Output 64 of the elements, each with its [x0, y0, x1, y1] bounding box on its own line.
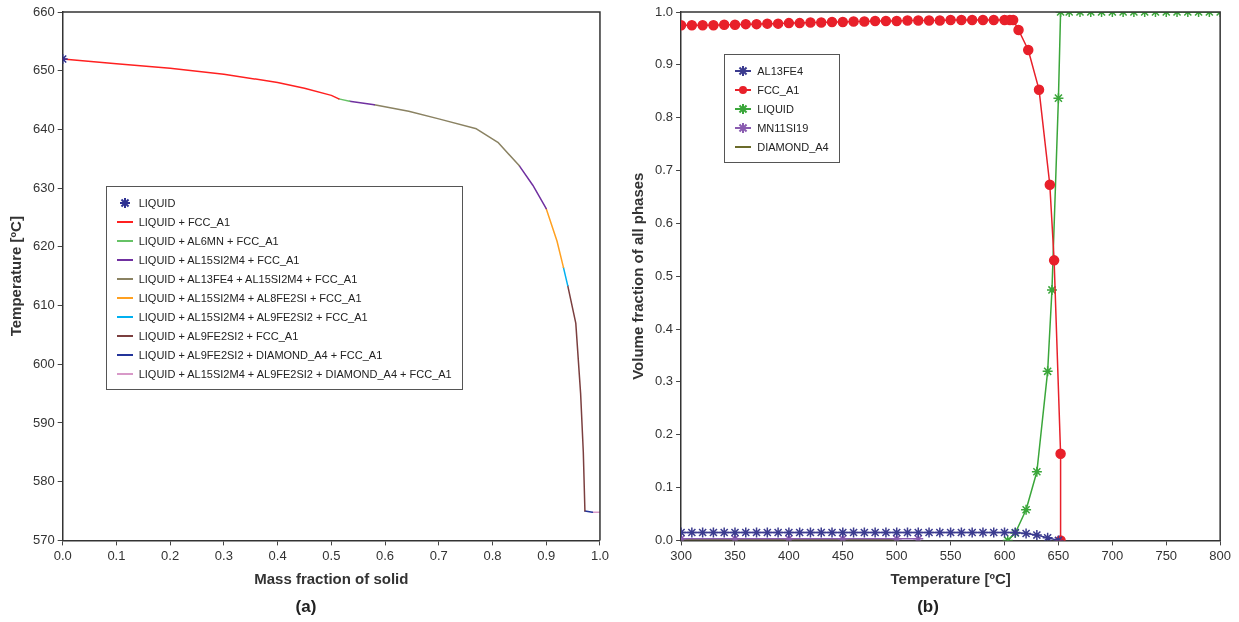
- x-tick-label: 1.0: [590, 547, 609, 563]
- y-axis-title: Temperature [ºC]: [7, 216, 25, 337]
- y-tick-label: 0.9: [654, 56, 674, 72]
- y-tick-label: 590: [32, 414, 55, 430]
- y-tick-label: 0.3: [654, 373, 674, 389]
- x-tick-label: 0.1: [107, 547, 126, 563]
- x-tick-label: 0.5: [322, 547, 341, 563]
- y-tick-label: 570: [32, 531, 55, 547]
- y-axis-title: Volume fraction of all phases: [629, 172, 647, 380]
- legend-label: LIQUID + AL13FE4 + AL15SI2M4 + FCC_A1: [138, 272, 358, 285]
- legend-label: LIQUID + FCC_A1: [138, 215, 231, 228]
- x-tick-label: 700: [1101, 547, 1124, 563]
- x-tick-label: 0.2: [161, 547, 180, 563]
- x-tick-label: 800: [1209, 547, 1232, 563]
- legend-label: LIQUID + AL6MN + FCC_A1: [138, 234, 279, 247]
- legend-label: LIQUID + AL9FE2SI2 + DIAMOND_A4 + FCC_A1: [138, 348, 383, 361]
- y-tick-label: 650: [32, 62, 55, 78]
- x-tick-label: 400: [778, 547, 800, 563]
- legend-label: LIQUID + AL15SI2M4 + AL8FE2SI + FCC_A1: [138, 291, 362, 304]
- y-tick-label: 0.6: [654, 214, 674, 230]
- x-axis-title: Temperature [ºC]: [890, 570, 1011, 588]
- y-tick-label: 630: [32, 179, 55, 195]
- legend-label: LIQUID + AL15SI2M4 + FCC_A1: [138, 253, 300, 266]
- legend-label: LIQUID + AL15SI2M4 + AL9FE2SI2 + FCC_A1: [138, 310, 368, 323]
- y-tick-label: 610: [32, 297, 55, 313]
- x-tick-label: 0.7: [429, 547, 448, 563]
- y-tick-label: 0.0: [654, 531, 674, 547]
- text: (a): [294, 597, 318, 617]
- x-tick-label: 350: [724, 547, 746, 563]
- x-tick-label: 0.8: [483, 547, 502, 563]
- x-tick-label: 300: [670, 547, 692, 563]
- legend-label: LIQUID: [138, 196, 176, 209]
- y-tick-label: 0.2: [654, 426, 674, 442]
- text: (b): [916, 597, 940, 617]
- y-tick-label: 0.4: [654, 320, 674, 336]
- y-tick-label: 620: [32, 238, 55, 254]
- x-tick-label: 500: [885, 547, 908, 563]
- legend-label: LIQUID + AL9FE2SI2 + FCC_A1: [138, 329, 299, 342]
- y-tick-label: 0.8: [654, 109, 674, 125]
- y-tick-label: 660: [32, 3, 55, 19]
- x-tick-label: 0.4: [268, 547, 287, 563]
- x-tick-label: 750: [1155, 547, 1178, 563]
- x-tick-label: 0.6: [376, 547, 395, 563]
- y-tick-label: 600: [32, 355, 55, 371]
- x-tick-label: 600: [993, 547, 1016, 563]
- y-tick-label: 640: [32, 121, 55, 136]
- x-tick-label: 0.0: [53, 547, 72, 563]
- x-tick-label: 450: [831, 547, 854, 563]
- y-tick-label: 580: [32, 473, 55, 489]
- x-tick-label: 650: [1047, 547, 1070, 563]
- legend-label: DIAMOND_A4: [757, 140, 829, 153]
- y-tick-label: 0.1: [654, 479, 674, 495]
- y-tick-label: 0.7: [654, 162, 674, 178]
- legend-label: FCC_A1: [757, 83, 800, 96]
- legend-label: LIQUID: [757, 102, 794, 115]
- legend-label: AL13FE4: [757, 64, 804, 77]
- legend-label: MN11SI19: [757, 121, 809, 134]
- y-tick-label: 1.0: [654, 3, 674, 19]
- x-tick-label: 0.9: [537, 547, 556, 563]
- x-tick-label: 0.3: [214, 547, 233, 563]
- y-tick-label: 0.5: [654, 267, 674, 283]
- x-axis-title: Mass fraction of solid: [254, 570, 409, 588]
- x-tick-label: 550: [939, 547, 962, 563]
- legend-label: LIQUID + AL15SI2M4 + AL9FE2SI2 + DIAMOND_A4 + FCC_A1: [138, 367, 452, 380]
